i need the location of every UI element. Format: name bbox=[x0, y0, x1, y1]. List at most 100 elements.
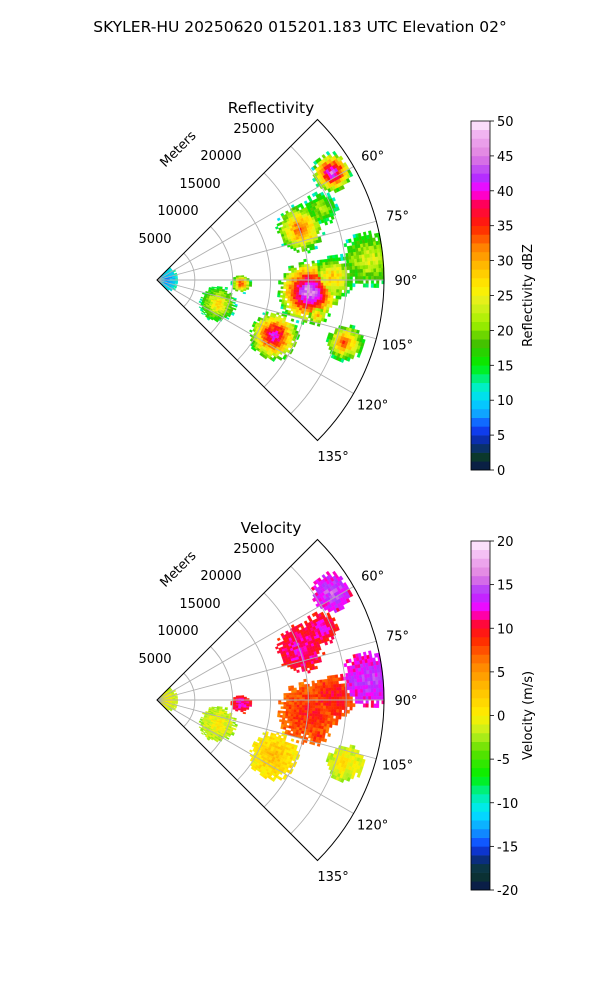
radar-gate bbox=[336, 261, 339, 264]
radar-gate bbox=[294, 290, 297, 293]
radar-gate bbox=[358, 689, 361, 693]
colorbar-band bbox=[471, 261, 490, 270]
radar-gate bbox=[309, 293, 312, 296]
radar-gate bbox=[379, 688, 382, 692]
radar-gate bbox=[363, 273, 366, 277]
radar-gate bbox=[299, 265, 302, 268]
radar-gate bbox=[294, 710, 297, 713]
azimuth-tick-label: 90° bbox=[394, 694, 417, 709]
radar-gate bbox=[302, 713, 305, 716]
radar-gate bbox=[342, 277, 345, 280]
radar-gate bbox=[347, 280, 350, 283]
radar-gate bbox=[318, 694, 321, 697]
radar-gate bbox=[312, 291, 315, 294]
panel-title: Velocity bbox=[241, 519, 302, 537]
radar-gate bbox=[294, 693, 297, 696]
radar-gate bbox=[323, 283, 326, 286]
radar-gate bbox=[355, 700, 358, 704]
radar-gate bbox=[358, 233, 361, 237]
radar-gate bbox=[235, 710, 238, 712]
radar-gate bbox=[350, 707, 353, 711]
radar-gate bbox=[369, 276, 372, 280]
radar-gate bbox=[331, 703, 334, 706]
radar-gate bbox=[370, 261, 373, 265]
radar-gate bbox=[329, 271, 332, 274]
radar-gate bbox=[331, 706, 334, 709]
radar-gate bbox=[299, 685, 302, 688]
radar-gate bbox=[289, 707, 292, 710]
radar-gate bbox=[339, 283, 342, 286]
radar-gate bbox=[315, 686, 318, 689]
radar-gate bbox=[247, 702, 250, 704]
radar-gate bbox=[315, 708, 318, 711]
radar-gate bbox=[302, 293, 305, 296]
radar-gate bbox=[363, 685, 366, 689]
colorbar-band bbox=[471, 296, 490, 305]
radar-gate bbox=[371, 265, 374, 269]
radar-gate bbox=[323, 262, 326, 265]
radar-gate bbox=[286, 287, 289, 289]
radar-gate bbox=[342, 690, 345, 693]
radar-gate bbox=[339, 700, 342, 703]
radar-gate bbox=[347, 687, 350, 691]
radar-gate bbox=[331, 277, 334, 280]
radar-gate bbox=[202, 731, 205, 733]
radar-gate bbox=[354, 259, 357, 263]
radar-gate bbox=[291, 292, 294, 295]
colorbar-band bbox=[471, 620, 490, 629]
radar-gate bbox=[376, 268, 379, 272]
colorbar-label: Velocity (m/s) bbox=[521, 671, 536, 760]
range-tick-label: 25000 bbox=[233, 542, 274, 557]
radar-gate bbox=[277, 218, 280, 221]
radar-gate bbox=[371, 269, 374, 273]
radar-gate bbox=[305, 283, 308, 286]
radar-gate bbox=[358, 269, 361, 273]
radar-gate bbox=[357, 773, 361, 778]
colorbar-band bbox=[471, 864, 490, 873]
range-tick-label: 15000 bbox=[179, 597, 220, 612]
radar-gate bbox=[371, 692, 374, 696]
colorbar-tick-label: 20 bbox=[497, 535, 514, 550]
radar-gate bbox=[322, 297, 325, 300]
radar-gate bbox=[321, 706, 324, 709]
radar-gate bbox=[342, 270, 345, 273]
radar-gate bbox=[310, 266, 313, 269]
radar-gate bbox=[339, 703, 342, 706]
radar-gate bbox=[342, 703, 345, 706]
radar-gate bbox=[299, 285, 302, 288]
radar-gate bbox=[337, 286, 340, 289]
radar-gate bbox=[347, 263, 350, 267]
radar-gate bbox=[315, 666, 318, 669]
radar-gate bbox=[305, 692, 308, 695]
radar-gate bbox=[299, 690, 302, 693]
radar-gate bbox=[289, 273, 292, 275]
colorbar-tick-label: -10 bbox=[497, 797, 518, 812]
radar-gate bbox=[296, 292, 299, 295]
radar-gate bbox=[317, 294, 320, 297]
colorbar-band bbox=[471, 768, 490, 777]
range-tick-label: 5000 bbox=[138, 232, 171, 247]
radar-gate bbox=[342, 267, 345, 270]
radar-gate bbox=[326, 694, 329, 697]
radar-gate bbox=[286, 289, 289, 292]
radar-gate bbox=[323, 286, 326, 289]
radar-gate bbox=[378, 680, 381, 684]
colorbar-tick-label: 35 bbox=[497, 220, 514, 235]
radar-gate bbox=[329, 283, 332, 286]
radar-gate bbox=[352, 690, 355, 694]
radar-gate bbox=[326, 265, 329, 268]
colorbar-band bbox=[471, 383, 490, 392]
radar-gate bbox=[247, 282, 250, 284]
radar-gate bbox=[291, 712, 294, 715]
radar-gate bbox=[366, 700, 369, 704]
colorbar-band bbox=[471, 558, 490, 567]
radar-gate bbox=[318, 274, 321, 277]
range-tick-label: 10000 bbox=[157, 624, 198, 639]
radar-gate bbox=[236, 697, 239, 699]
radar-gate bbox=[302, 685, 305, 688]
radar-gate bbox=[379, 696, 382, 700]
radar-gate bbox=[325, 298, 328, 301]
radar-gate bbox=[302, 710, 305, 713]
colorbar-band bbox=[471, 165, 490, 174]
radar-gate bbox=[302, 285, 305, 288]
